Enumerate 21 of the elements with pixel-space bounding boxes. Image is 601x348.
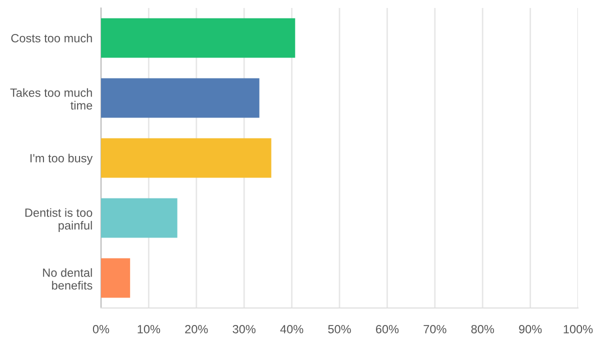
y-tick-label: Takes too much time	[10, 88, 92, 110]
x-tick-label: 50%	[328, 324, 351, 334]
x-tick-label: 30%	[232, 324, 256, 334]
y-tick-label: No dental benefits	[43, 268, 92, 290]
x-tick-label: 100%	[564, 324, 593, 334]
x-tick-label: 80%	[471, 324, 494, 334]
x-tick-label: 40%	[280, 324, 304, 334]
bar	[101, 258, 130, 298]
y-tick-label: Costs too much	[11, 34, 92, 42]
x-tick-label: 10%	[138, 324, 160, 334]
y-tick-label: Dentist is too painful	[25, 208, 92, 232]
x-tick-label: 90%	[519, 324, 542, 334]
x-tick-label: 20%	[185, 324, 208, 334]
x-tick-label: 0%	[92, 324, 110, 334]
x-tick-label: 60%	[376, 324, 399, 334]
bar	[101, 18, 296, 58]
bar	[101, 198, 178, 238]
y-tick-label: I'm too busy	[30, 154, 93, 165]
bar	[101, 138, 272, 178]
x-tick-label: 70%	[424, 324, 446, 334]
bar	[101, 78, 260, 118]
